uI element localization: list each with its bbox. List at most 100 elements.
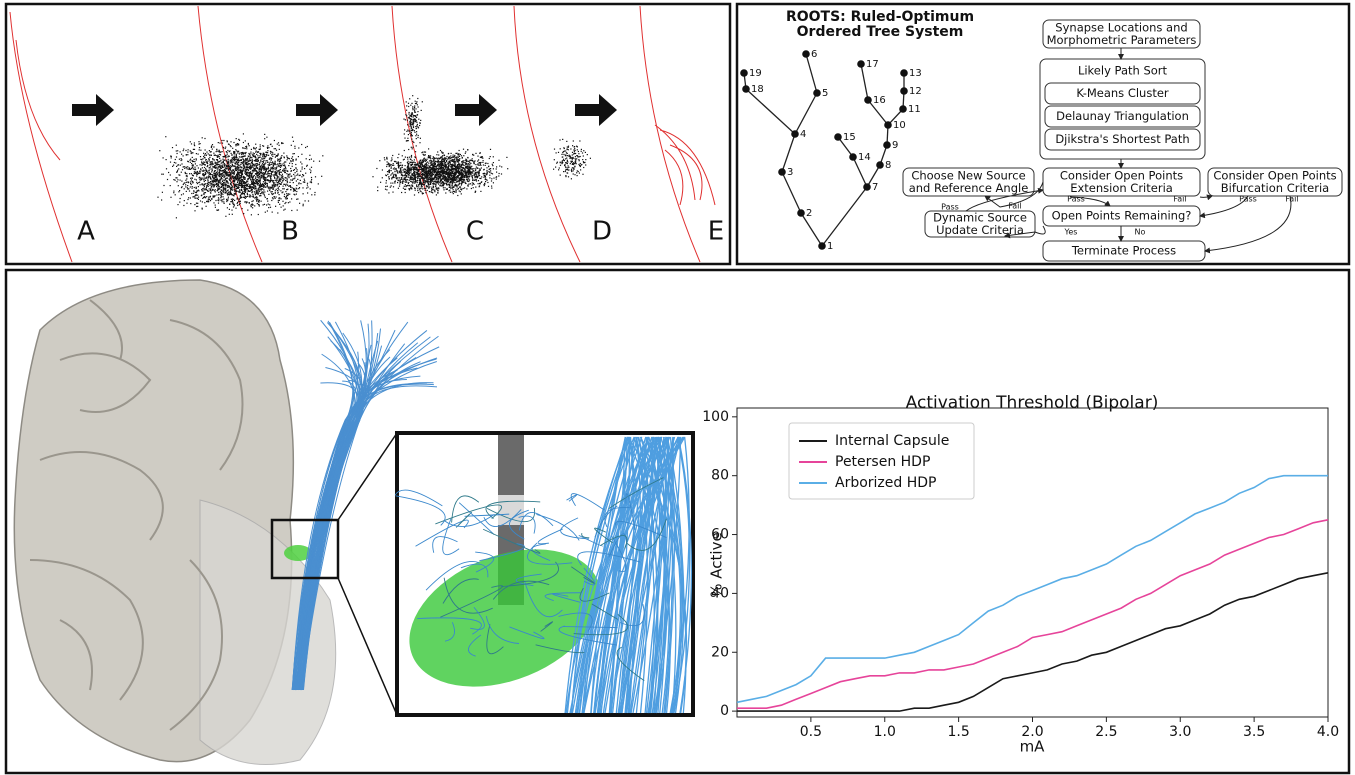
point [459,175,460,176]
point [461,184,462,185]
point [265,183,266,184]
point [438,160,439,161]
point [582,159,583,160]
point [208,182,209,183]
point [422,171,423,172]
point [459,183,460,184]
point [419,188,420,189]
point [177,171,178,172]
point [294,148,295,149]
point [275,172,276,173]
point [200,184,201,185]
point [229,209,230,210]
point [571,171,572,172]
point [444,157,445,158]
point [403,181,404,182]
point [574,151,575,152]
point [278,153,279,154]
point [264,138,265,139]
point [286,155,287,156]
point [385,175,386,176]
point [418,169,419,170]
point [427,190,428,191]
point [215,173,216,174]
point [230,178,231,179]
point [238,168,239,169]
point [229,156,230,157]
point [468,170,469,171]
point [430,167,431,168]
point [419,169,420,170]
point [207,172,208,173]
point [567,160,568,161]
point [428,148,429,149]
point [422,183,423,184]
point [245,152,246,153]
point [483,160,484,161]
point [237,203,238,204]
point [251,182,252,183]
point [380,182,381,183]
point [270,144,271,145]
point [226,172,227,173]
point [466,160,467,161]
point [249,194,250,195]
point [165,136,166,137]
point [253,177,254,178]
point [193,168,194,169]
point [181,160,182,161]
point [209,161,210,162]
point [461,161,462,162]
point [564,160,565,161]
point [217,190,218,191]
point [387,186,388,187]
point [236,154,237,155]
point [204,138,205,139]
point [243,180,244,181]
point [464,182,465,183]
point [210,181,211,182]
point [208,158,209,159]
point [310,188,311,189]
point [222,176,223,177]
point [196,159,197,160]
point [417,178,418,179]
point [234,191,235,192]
point [406,172,407,173]
point [276,172,277,173]
point [217,174,218,175]
point [258,214,259,215]
point [289,194,290,195]
point [414,159,415,160]
point [252,203,253,204]
point [266,137,267,138]
point [225,168,226,169]
point [178,174,179,175]
point [242,170,243,171]
point [307,187,308,188]
point [409,185,410,186]
point [449,177,450,178]
point [294,153,295,154]
point [417,180,418,181]
point [293,141,294,142]
point [211,161,212,162]
point [256,201,257,202]
point [272,212,273,213]
point [197,183,198,184]
point [296,199,297,200]
point [301,163,302,164]
point [218,175,219,176]
point [216,172,217,173]
point [440,150,441,151]
point [249,158,250,159]
point [210,192,211,193]
point [484,169,485,170]
point [425,154,426,155]
point [192,182,193,183]
point [463,167,464,168]
point [247,159,248,160]
point [266,152,267,153]
point [214,167,215,168]
point [401,177,402,178]
